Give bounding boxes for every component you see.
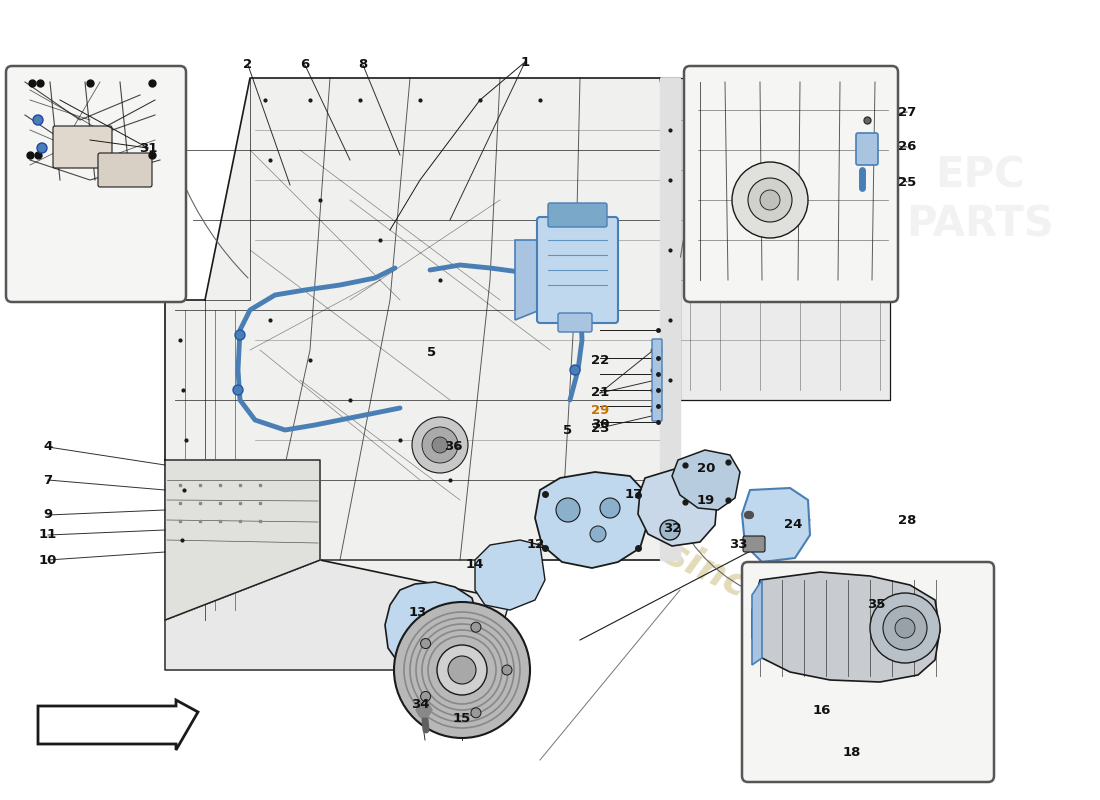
Text: 29: 29 — [591, 403, 609, 417]
Circle shape — [895, 618, 915, 638]
Text: 2: 2 — [243, 58, 253, 71]
Polygon shape — [475, 540, 544, 610]
Text: 32: 32 — [663, 522, 681, 534]
Text: 18: 18 — [843, 746, 861, 758]
Polygon shape — [660, 78, 890, 400]
FancyBboxPatch shape — [856, 133, 878, 165]
Text: 31: 31 — [139, 142, 157, 154]
FancyBboxPatch shape — [558, 313, 592, 332]
Text: 26: 26 — [898, 141, 916, 154]
Text: 30: 30 — [591, 418, 609, 431]
FancyBboxPatch shape — [98, 153, 152, 187]
Text: 24: 24 — [784, 518, 802, 530]
Polygon shape — [424, 710, 432, 717]
FancyBboxPatch shape — [652, 339, 662, 421]
Text: 13: 13 — [409, 606, 427, 618]
Circle shape — [422, 427, 458, 463]
Text: 4: 4 — [43, 441, 53, 454]
Text: 33: 33 — [728, 538, 747, 551]
Polygon shape — [420, 703, 428, 710]
Polygon shape — [165, 78, 680, 620]
Text: 20: 20 — [696, 462, 715, 474]
FancyBboxPatch shape — [537, 217, 618, 323]
Circle shape — [600, 498, 620, 518]
Text: 35: 35 — [867, 598, 886, 610]
Text: EPC
PARTS: EPC PARTS — [906, 154, 1054, 246]
Text: 17: 17 — [625, 487, 644, 501]
Text: 15: 15 — [453, 711, 471, 725]
Polygon shape — [385, 582, 478, 672]
Text: 22: 22 — [591, 354, 609, 366]
Polygon shape — [416, 710, 424, 717]
Circle shape — [570, 365, 580, 375]
Circle shape — [883, 606, 927, 650]
Text: 11: 11 — [39, 529, 57, 542]
Circle shape — [502, 665, 512, 675]
Text: 34: 34 — [410, 698, 429, 710]
Text: 5: 5 — [428, 346, 437, 359]
Circle shape — [748, 178, 792, 222]
Circle shape — [394, 602, 530, 738]
Circle shape — [37, 143, 47, 153]
Polygon shape — [416, 703, 424, 710]
Polygon shape — [742, 488, 810, 562]
Circle shape — [660, 520, 680, 540]
Text: 5: 5 — [563, 423, 573, 437]
Circle shape — [432, 437, 448, 453]
Circle shape — [471, 708, 481, 718]
Circle shape — [233, 385, 243, 395]
FancyBboxPatch shape — [684, 66, 898, 302]
Polygon shape — [535, 472, 648, 568]
Polygon shape — [420, 710, 428, 717]
Circle shape — [870, 593, 940, 663]
Text: 19: 19 — [697, 494, 715, 506]
Polygon shape — [752, 572, 940, 682]
FancyBboxPatch shape — [6, 66, 186, 302]
FancyBboxPatch shape — [742, 562, 994, 782]
Text: 27: 27 — [898, 106, 916, 118]
Circle shape — [732, 162, 808, 238]
Polygon shape — [672, 450, 740, 510]
Text: 28: 28 — [898, 514, 916, 526]
Text: 8: 8 — [359, 58, 367, 71]
Polygon shape — [165, 560, 510, 670]
Circle shape — [471, 622, 481, 632]
Polygon shape — [424, 703, 432, 710]
Circle shape — [448, 656, 476, 684]
Polygon shape — [39, 700, 198, 750]
Text: a passion for parts since 1985: a passion for parts since 1985 — [273, 353, 888, 667]
Circle shape — [420, 691, 430, 702]
Circle shape — [235, 330, 245, 340]
Text: 6: 6 — [300, 58, 309, 71]
Polygon shape — [638, 468, 718, 546]
Text: 16: 16 — [813, 703, 832, 717]
Polygon shape — [515, 240, 540, 320]
Circle shape — [420, 638, 430, 649]
FancyBboxPatch shape — [548, 203, 607, 227]
Polygon shape — [752, 580, 762, 665]
Circle shape — [760, 190, 780, 210]
Text: 7: 7 — [43, 474, 53, 486]
Circle shape — [412, 417, 468, 473]
Circle shape — [590, 526, 606, 542]
Circle shape — [437, 645, 487, 695]
Text: 14: 14 — [465, 558, 484, 571]
Circle shape — [33, 115, 43, 125]
Text: 21: 21 — [591, 386, 609, 399]
Polygon shape — [165, 460, 320, 620]
FancyBboxPatch shape — [742, 536, 764, 552]
Polygon shape — [660, 78, 680, 560]
Text: 23: 23 — [591, 422, 609, 434]
FancyBboxPatch shape — [53, 126, 112, 168]
Text: 10: 10 — [39, 554, 57, 566]
Text: 1: 1 — [520, 55, 529, 69]
Text: 12: 12 — [527, 538, 546, 551]
Circle shape — [556, 498, 580, 522]
Text: 25: 25 — [898, 175, 916, 189]
Text: 36: 36 — [443, 441, 462, 454]
Text: 9: 9 — [43, 509, 53, 522]
